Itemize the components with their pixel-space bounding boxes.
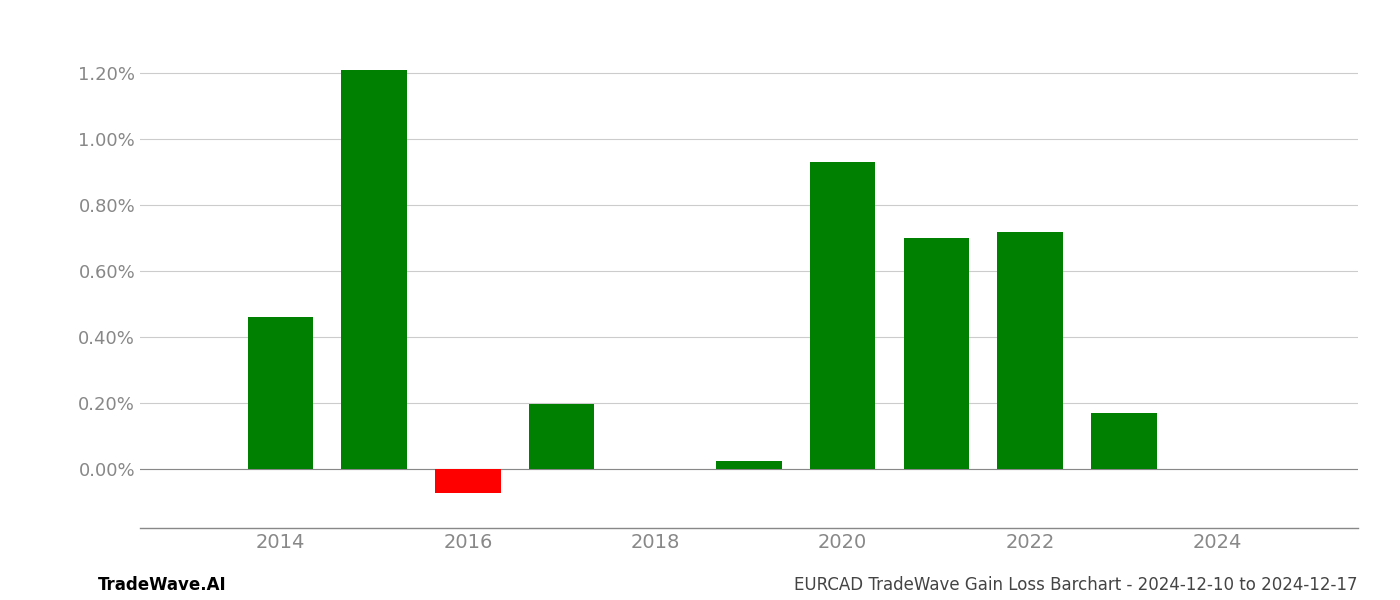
Bar: [529, 404, 595, 469]
Bar: [809, 163, 875, 469]
Bar: [717, 461, 781, 469]
Text: TradeWave.AI: TradeWave.AI: [98, 576, 227, 594]
Bar: [342, 70, 407, 469]
Bar: [1091, 413, 1156, 469]
Bar: [248, 317, 314, 469]
Text: EURCAD TradeWave Gain Loss Barchart - 2024-12-10 to 2024-12-17: EURCAD TradeWave Gain Loss Barchart - 20…: [795, 576, 1358, 594]
Bar: [903, 238, 969, 469]
Bar: [435, 469, 501, 493]
Bar: [997, 232, 1063, 469]
